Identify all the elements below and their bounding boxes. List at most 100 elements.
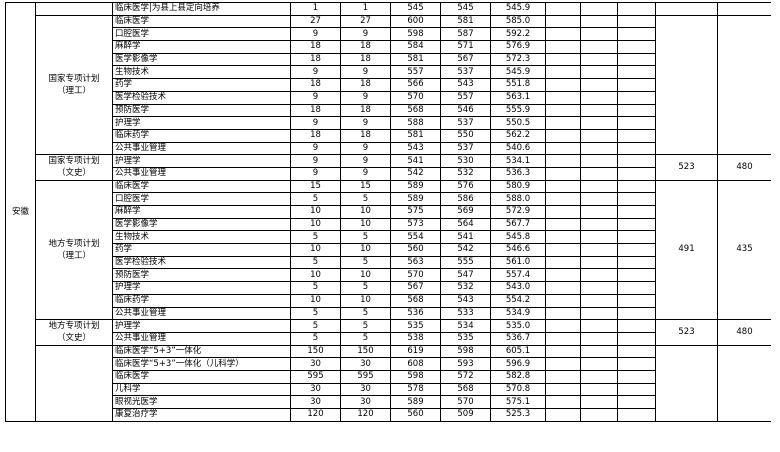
score-cell: 9 <box>340 141 391 156</box>
table-row: 口腔医学 9 9 598 587 592.2 <box>6 27 772 42</box>
table-row: 地方专项计划 （文史） 护理学 5 5 535 534 535.0 523 480 <box>6 319 771 346</box>
score-cell: 605.1 <box>490 344 546 359</box>
empty-cell <box>545 293 581 308</box>
score-cell: 535 <box>440 331 491 346</box>
score-cell: 557 <box>390 65 441 80</box>
score-cell: 5 <box>340 306 391 321</box>
score-cell: 10 <box>290 268 341 283</box>
score-cell: 5 <box>290 331 341 346</box>
empty-cell <box>580 116 618 130</box>
score-cell: 598 <box>390 27 441 42</box>
plan-label: （理工） <box>56 85 91 96</box>
empty-cell <box>580 141 618 156</box>
score-cell: 9 <box>290 154 341 168</box>
plan-label: （理工） <box>56 250 91 261</box>
score-cell: 554.2 <box>490 293 546 308</box>
score-cell: 557.4 <box>490 268 546 283</box>
score-cell: 18 <box>340 103 391 118</box>
score-cell: 537 <box>440 141 491 156</box>
score-cell: 537 <box>440 116 491 130</box>
score-cell: 555.9 <box>490 103 546 118</box>
score-cell: 150 <box>340 344 391 359</box>
score-cell: 563 <box>390 255 441 270</box>
score-cell: 535.0 <box>490 319 546 333</box>
empty-cell <box>545 2 581 16</box>
major-cell: 麻醉学 <box>112 40 291 54</box>
score-cell: 5 <box>290 192 341 206</box>
major-cell: 公共事业管理 <box>112 141 291 156</box>
major-cell: 预防医学 <box>112 268 291 283</box>
line-score-cell: 480 <box>717 154 771 181</box>
score-cell: 18 <box>340 40 391 54</box>
table-row: 医学影像学 18 18 581 567 572.3 <box>6 52 772 67</box>
empty-cell <box>545 268 581 283</box>
score-cell: 30 <box>290 395 341 409</box>
empty-cell <box>580 243 618 257</box>
major-cell: 护理学 <box>112 154 291 168</box>
line-score-cell <box>717 2 771 16</box>
empty-cell <box>545 52 581 67</box>
score-cell: 534.1 <box>490 154 546 168</box>
table-row: 麻醉学 18 18 584 571 576.9 <box>6 40 772 54</box>
empty-cell <box>580 319 618 333</box>
major-cell: 临床医学“5+3”一体化 <box>112 344 291 359</box>
score-cell: 525.3 <box>490 408 546 422</box>
score-cell: 18 <box>290 78 341 92</box>
score-cell: 570.8 <box>490 382 546 397</box>
plan-cell: 地方专项计划 （理工） <box>35 179 113 321</box>
plan-cell: 国家专项计划 （理工） <box>35 14 113 156</box>
score-cell: 537 <box>440 65 491 80</box>
score-cell: 536.3 <box>490 166 546 181</box>
score-cell: 9 <box>340 65 391 80</box>
empty-cell <box>580 205 618 219</box>
score-cell: 9 <box>290 116 341 130</box>
score-cell: 581 <box>390 128 441 143</box>
empty-cell <box>580 52 618 67</box>
score-cell: 535 <box>390 319 441 333</box>
table-row: 地方专项计划 （理工） 临床医学 15 15 589 576 580.9 491 435 <box>6 179 771 321</box>
major-cell: 公共事业管理 <box>112 166 291 181</box>
empty-cell <box>580 281 618 295</box>
empty-cell <box>617 40 656 54</box>
score-cell: 545.8 <box>490 230 546 245</box>
score-cell: 546 <box>440 103 491 118</box>
empty-cell <box>617 166 656 181</box>
score-cell: 10 <box>290 205 341 219</box>
score-cell: 551.8 <box>490 78 546 92</box>
empty-cell <box>545 141 581 156</box>
major-cell: 药学 <box>112 78 291 92</box>
score-cell: 564 <box>440 217 491 232</box>
score-cell: 585.0 <box>490 14 546 29</box>
empty-cell <box>580 344 618 359</box>
score-cell: 530 <box>440 154 491 168</box>
empty-cell <box>617 369 656 384</box>
score-cell: 567 <box>390 281 441 295</box>
score-cell: 595 <box>340 369 391 384</box>
score-cell: 9 <box>290 141 341 156</box>
score-cell: 550.5 <box>490 116 546 130</box>
score-cell: 10 <box>340 293 391 308</box>
table-row: 国家专项计划 （理工） 临床医学 27 27 600 581 585.0 <box>6 14 771 156</box>
table-row: 医学检验技术 9 9 570 557 563.1 <box>6 90 772 105</box>
empty-cell <box>617 179 656 194</box>
score-cell: 582.8 <box>490 369 546 384</box>
major-cell: 生物技术 <box>112 65 291 80</box>
score-cell: 5 <box>290 281 341 295</box>
score-cell: 567 <box>440 52 491 67</box>
empty-cell <box>580 65 618 80</box>
major-cell: 临床医学 <box>112 369 291 384</box>
score-cell: 584 <box>390 40 441 54</box>
score-cell: 541 <box>390 154 441 168</box>
empty-cell <box>545 128 581 143</box>
major-cell: 临床医学|为县上县定向培养 <box>112 2 291 16</box>
empty-cell <box>545 255 581 270</box>
empty-cell <box>580 408 618 422</box>
score-cell: 575 <box>390 205 441 219</box>
empty-cell <box>545 205 581 219</box>
score-cell: 1 <box>340 2 391 16</box>
score-cell: 9 <box>290 166 341 181</box>
score-cell: 600 <box>390 14 441 29</box>
empty-cell <box>617 319 656 333</box>
score-cell: 120 <box>290 408 341 422</box>
score-cell: 543 <box>440 78 491 92</box>
